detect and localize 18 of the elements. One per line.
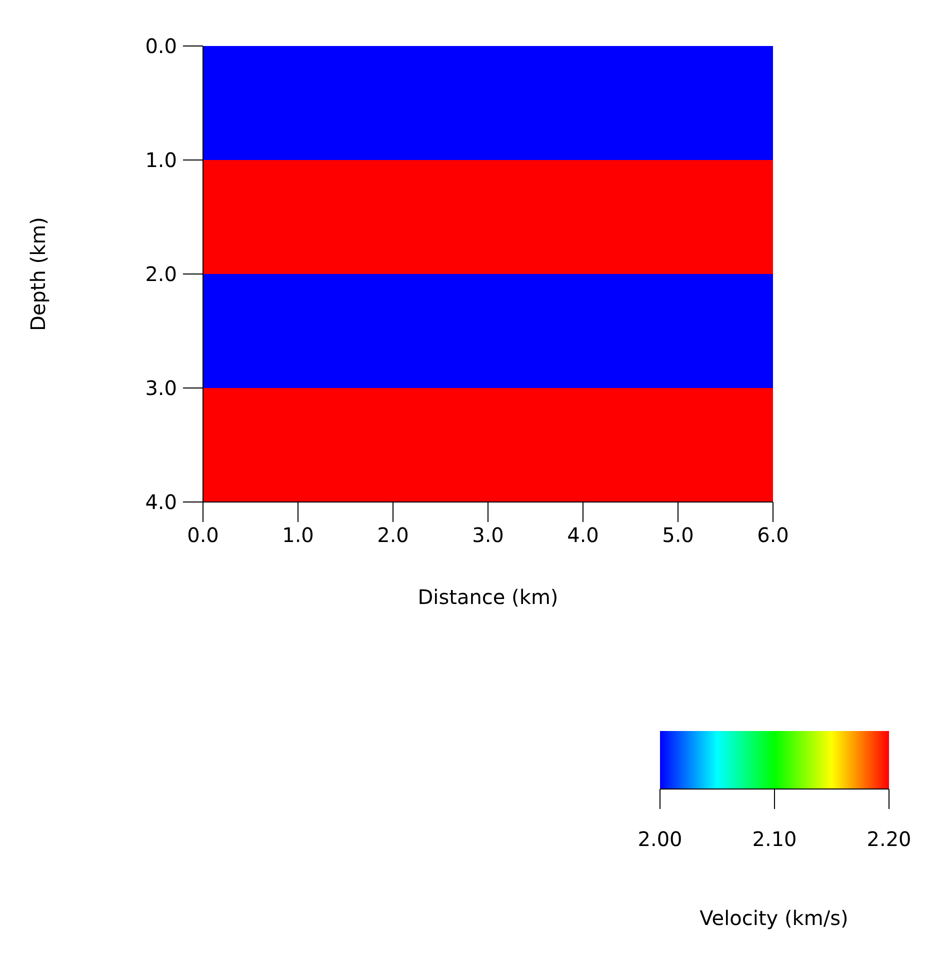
x-tick-label: 2.0	[377, 523, 409, 548]
color-bar-title: Velocity (km/s)	[700, 906, 848, 930]
x-tick-label: 6.0	[757, 523, 789, 548]
x-tick-label: 1.0	[282, 523, 314, 548]
x-axis-title: Distance (km)	[418, 585, 558, 609]
x-tick-label: 4.0	[567, 523, 599, 548]
x-tick-label: 5.0	[662, 523, 694, 548]
y-tick-label: 1.0	[145, 148, 177, 172]
x-tick-label: 0.0	[187, 523, 219, 548]
color-bar-label: 2.00	[638, 827, 682, 851]
color-bar-label: 2.10	[752, 827, 797, 851]
color-bar-label: 2.20	[866, 827, 912, 851]
y-tick-label: 2.0	[145, 262, 177, 286]
y-tick-label: 4.0	[145, 490, 177, 514]
y-tick-label: 0.0	[145, 34, 177, 58]
y-axis-title: Depth (km)	[26, 217, 50, 331]
x-tick-label: 3.0	[472, 523, 504, 548]
y-tick-label: 3.0	[145, 376, 177, 400]
